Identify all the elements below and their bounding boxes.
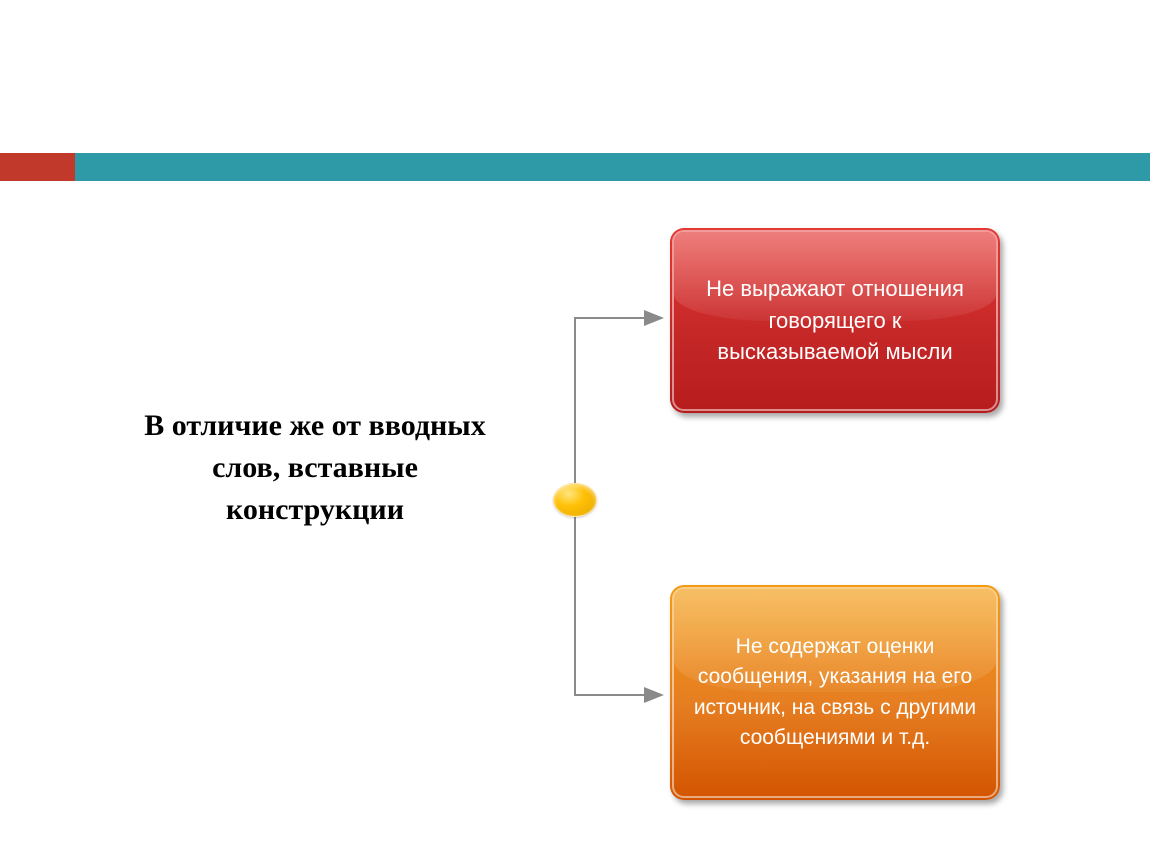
header-red-segment [0, 153, 75, 181]
connector-top [575, 318, 660, 483]
center-node [553, 483, 597, 517]
header-bar [0, 153, 1150, 181]
connector-bottom [575, 517, 660, 695]
callout-box-red: Не выражают отношения говорящего к выска… [670, 228, 1000, 413]
box-red-text: Не выражают отношения говорящего к выска… [690, 273, 980, 369]
main-text: В отличие же от вводных слов, вставные к… [130, 405, 500, 531]
header-teal-segment [75, 153, 1150, 181]
callout-box-orange: Не содержат оценки сообщения, указания н… [670, 585, 1000, 800]
box-orange-text: Не содержат оценки сообщения, указания н… [690, 632, 980, 754]
